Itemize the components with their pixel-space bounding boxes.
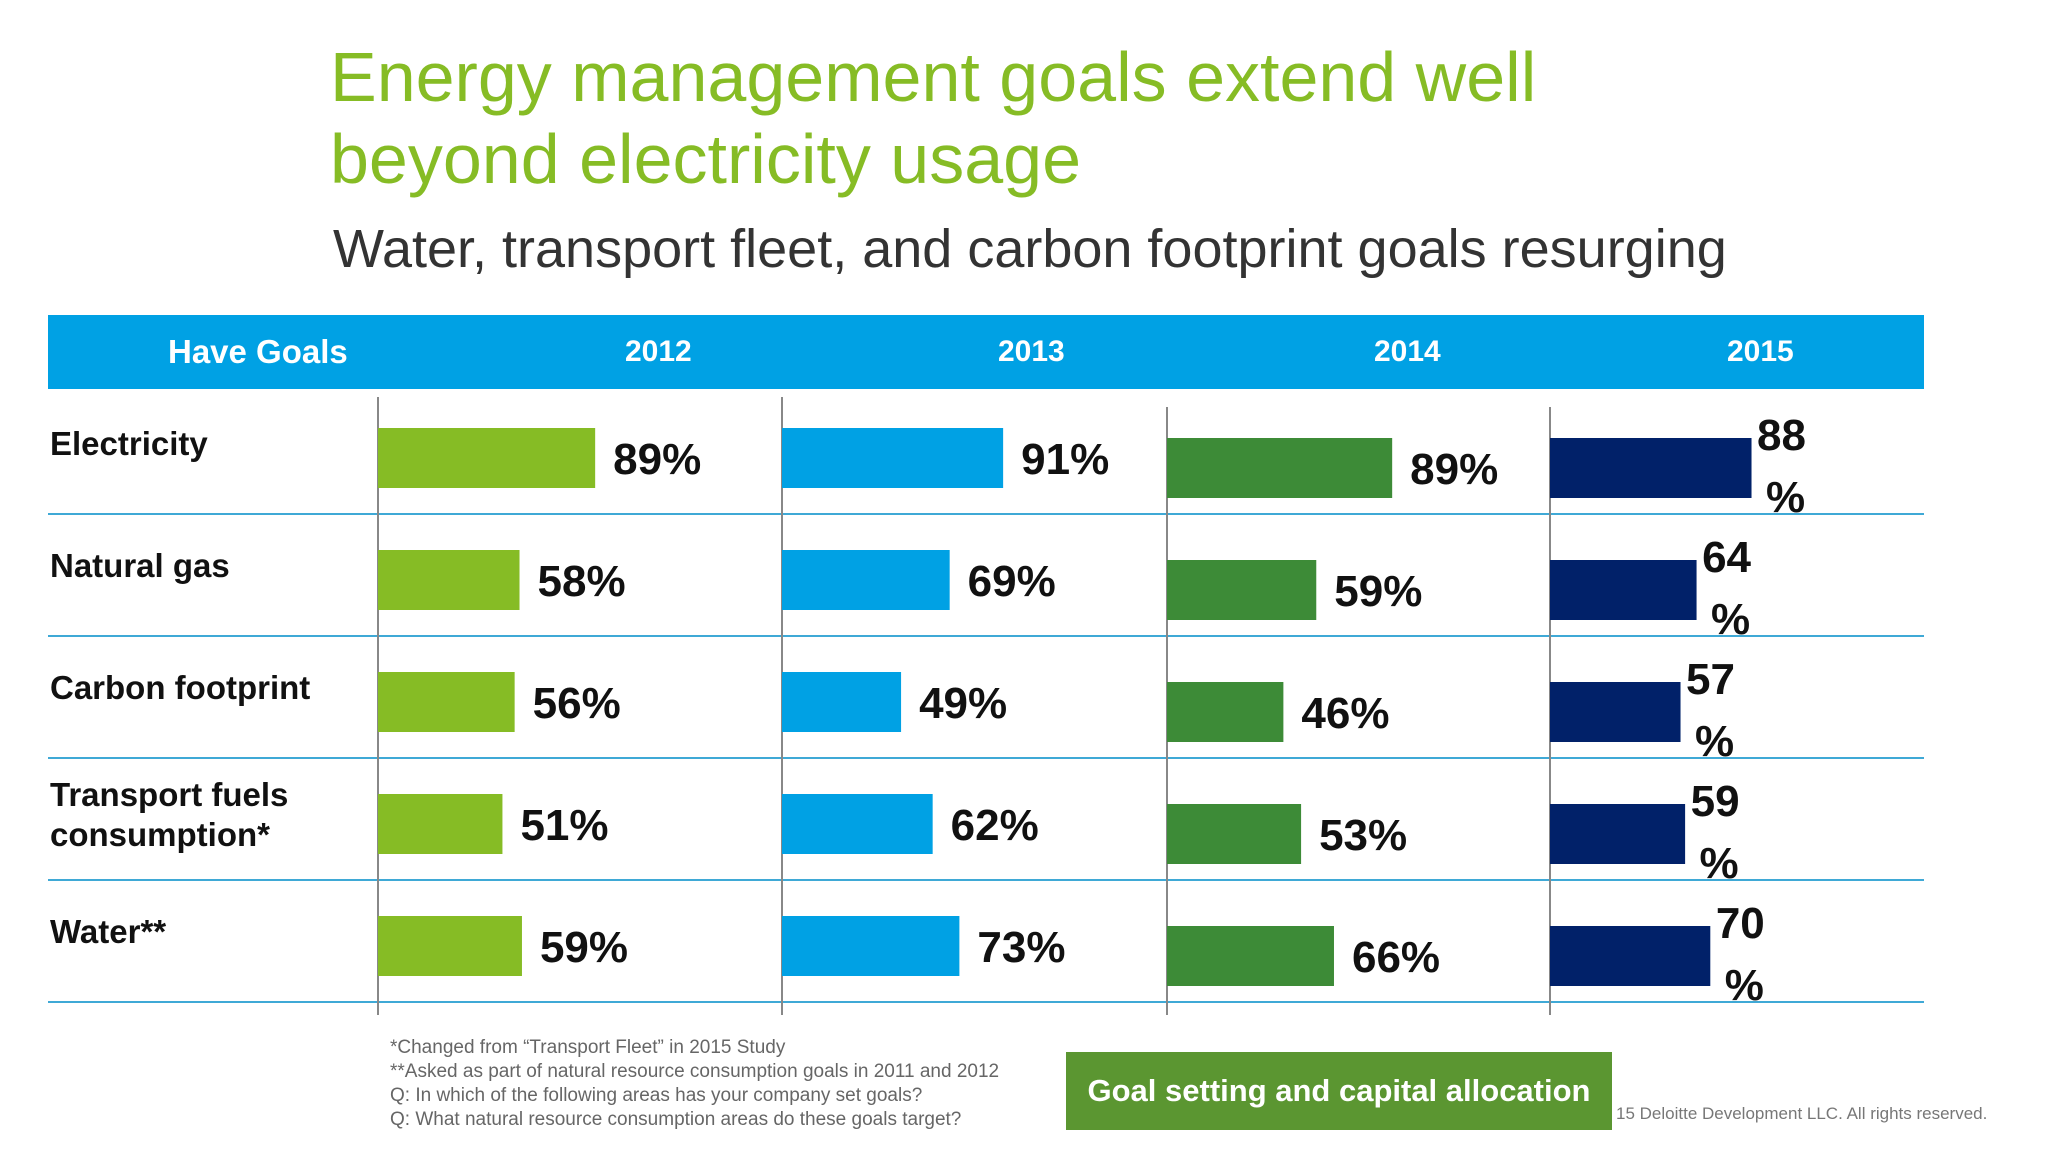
bar-2015-natural-gas [1550, 560, 1697, 620]
row-header-label: Have Goals [168, 333, 348, 370]
value-label-2014-transport-fuels-consumption: 53% [1319, 811, 1407, 860]
page-title: Energy management goals extend well beyo… [330, 38, 1537, 198]
bar-2012-carbon-footprint [378, 672, 515, 732]
footnotes: *Changed from “Transport Fleet” in 2015 … [390, 1036, 999, 1132]
copyright-text: 15 Deloitte Development LLC. All rights … [1616, 1104, 1988, 1123]
value-label-2014-natural-gas: 59% [1334, 567, 1422, 616]
bar-2014-transport-fuels-consumption [1167, 804, 1302, 864]
value-label-2015-transport-fuels-consumption: 59% [1691, 777, 1740, 888]
bar-2014-electricity [1167, 438, 1393, 498]
footnote-question-2: Q: What natural resource consumption are… [390, 1109, 962, 1130]
value-label-2012-water: 59% [540, 923, 628, 972]
category-label-water: Water** [50, 913, 166, 950]
bar-2013-transport-fuels-consumption [782, 794, 933, 854]
value-label-2013-natural-gas: 69% [968, 557, 1056, 606]
section-badge: Goal setting and capital allocation [1066, 1052, 1612, 1130]
column-header-2012: 2012 [625, 335, 692, 368]
bar-2014-carbon-footprint [1167, 682, 1284, 742]
bar-2012-electricity [378, 428, 596, 488]
value-label-2013-water: 73% [977, 923, 1065, 972]
value-label-2015-natural-gas: 64% [1702, 533, 1751, 644]
value-label-2014-electricity: 89% [1410, 445, 1498, 494]
value-label-2012-natural-gas: 58% [538, 557, 626, 606]
page-subtitle: Water, transport fleet, and carbon footp… [333, 219, 1727, 279]
goals-bar-chart: Electricity Natural gas Carbon footprint Tr… [48, 397, 1924, 1015]
bar-2012-natural-gas [378, 550, 520, 610]
value-label-2014-carbon-footprint: 46% [1301, 689, 1389, 738]
bar-2015-electricity [1550, 438, 1752, 498]
bar-2014-natural-gas [1167, 560, 1317, 620]
column-header-2014: 2014 [1374, 335, 1441, 368]
value-label-2013-electricity: 91% [1021, 435, 1109, 484]
footnote-water: **Asked as part of natural resource cons… [390, 1061, 1000, 1082]
footnote-transport: *Changed from “Transport Fleet” in 2015 … [390, 1037, 786, 1058]
bar-2014-water [1167, 926, 1334, 986]
value-label-2015-water: 70% [1716, 899, 1765, 1010]
value-label-2015-carbon-footprint: 57% [1686, 655, 1735, 766]
bar-2015-transport-fuels-consumption [1550, 804, 1686, 864]
value-label-2015-electricity: 88% [1757, 411, 1806, 522]
value-label-2012-transport-fuels-consumption: 51% [520, 801, 608, 850]
bar-2012-transport-fuels-consumption [378, 794, 503, 854]
chart-header-bar: Have Goals 2012 2013 2014 2015 [48, 315, 1924, 389]
footnote-question-1: Q: In which of the following areas has y… [390, 1085, 923, 1106]
bar-2013-electricity [782, 428, 1004, 488]
bar-2015-water [1550, 926, 1711, 986]
bar-2015-carbon-footprint [1550, 682, 1681, 742]
category-label-natural-gas: Natural gas [50, 547, 230, 584]
value-label-2013-transport-fuels-consumption: 62% [951, 801, 1039, 850]
bar-2013-water [782, 916, 960, 976]
value-label-2012-electricity: 89% [613, 435, 701, 484]
bar-2013-carbon-footprint [782, 672, 902, 732]
bar-2012-water [378, 916, 522, 976]
bar-2013-natural-gas [782, 550, 950, 610]
value-label-2013-carbon-footprint: 49% [919, 679, 1007, 728]
value-label-2012-carbon-footprint: 56% [533, 679, 621, 728]
column-header-2013: 2013 [998, 335, 1065, 368]
category-label-electricity: Electricity [50, 425, 208, 462]
column-header-2015: 2015 [1727, 335, 1794, 368]
value-label-2014-water: 66% [1352, 933, 1440, 982]
category-label-transport-fuels-consumption: Transport fuels consumption* [50, 776, 288, 853]
category-label-carbon-footprint: Carbon footprint [50, 669, 310, 706]
